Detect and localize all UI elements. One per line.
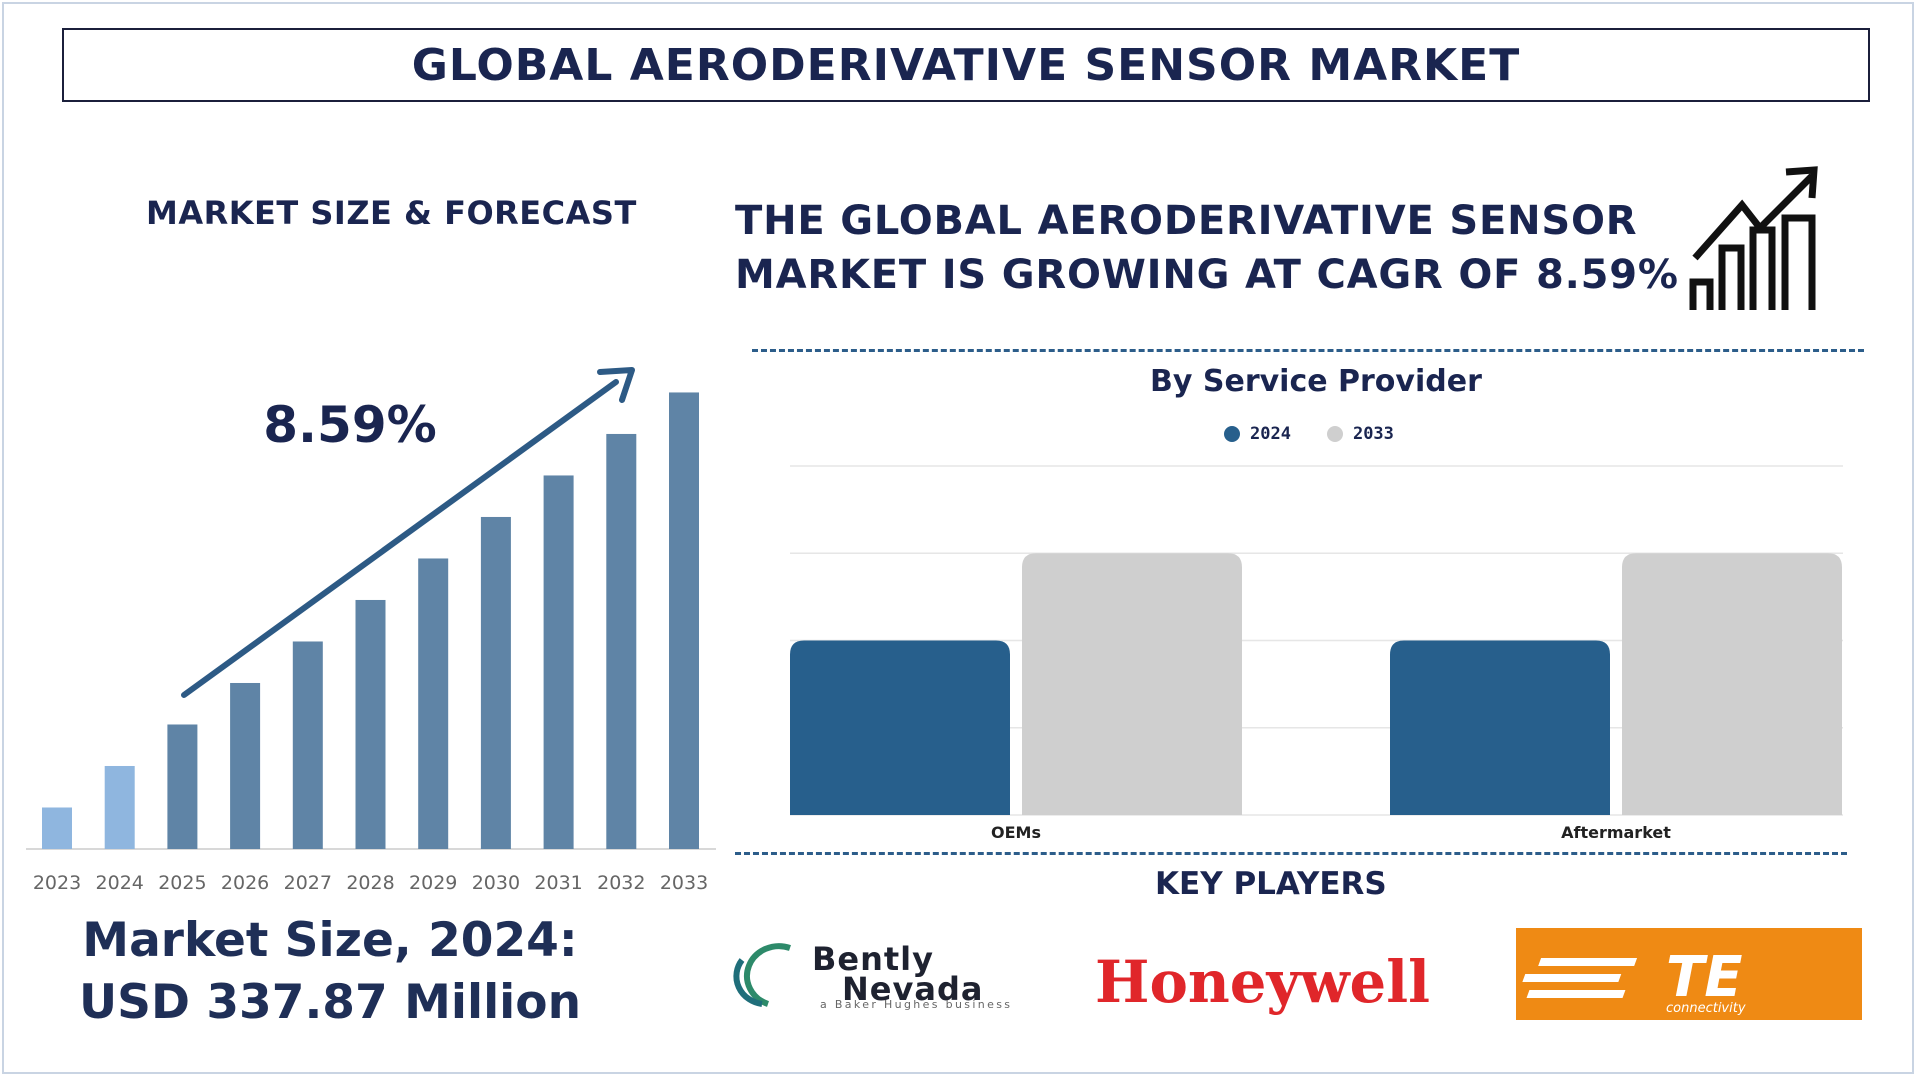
forecast-bar-2030 (480, 516, 511, 849)
legend-item-2024: 2024 (1224, 424, 1291, 444)
market-size-text: Market Size, 2024: USD 337.87 Million (40, 910, 620, 1034)
forecast-tick-2033: 2033 (660, 872, 708, 894)
te-logo-subtext: connectivity (1666, 1001, 1746, 1016)
forecast-tick-2025: 2025 (158, 872, 206, 894)
service-bar-aftermarket-2024 (1390, 640, 1610, 815)
forecast-tick-2027: 2027 (284, 872, 332, 894)
forecast-bar-2026 (230, 682, 261, 849)
divider-bottom (735, 852, 1847, 855)
forecast-tick-2030: 2030 (472, 872, 520, 894)
page-title-text: GLOBAL AERODERIVATIVE SENSOR MARKET (411, 39, 1521, 91)
service-bar-oems-2033 (1022, 553, 1242, 815)
market-size-line1: Market Size, 2024: (82, 913, 578, 968)
forecast-tick-2031: 2031 (534, 872, 582, 894)
forecast-growth-arrowhead (597, 367, 635, 403)
cagr-statement-line2: MARKET IS GROWING AT CAGR OF 8.59% (735, 252, 1679, 298)
forecast-tick-2032: 2032 (597, 872, 645, 894)
forecast-bar-2028 (355, 599, 386, 849)
forecast-bar-2027 (292, 641, 323, 849)
forecast-bar-2024 (104, 765, 135, 849)
forecast-growth-arrow (181, 379, 619, 698)
forecast-bar-2033 (669, 392, 699, 849)
market-size-forecast-title: MARKET SIZE & FORECAST (146, 194, 637, 232)
forecast-bar-2025 (167, 724, 198, 849)
forecast-tick-2029: 2029 (409, 872, 457, 894)
forecast-bar-2029 (418, 558, 449, 849)
service-provider-chart: OEMs Aftermarket (790, 465, 1843, 842)
service-provider-legend: 2024 2033 (1224, 424, 1394, 444)
forecast-bar-2023 (42, 807, 72, 849)
forecast-tick-2026: 2026 (221, 872, 269, 894)
legend-swatch-2033 (1326, 426, 1343, 442)
service-provider-title: By Service Provider (1150, 364, 1482, 399)
legend-swatch-2024 (1224, 426, 1240, 442)
cagr-statement-line1: THE GLOBAL AERODERIVATIVE SENSOR (735, 198, 1638, 244)
cagr-statement: THE GLOBAL AERODERIVATIVE SENSOR MARKET … (735, 194, 1679, 302)
service-category-oems: OEMs (991, 823, 1041, 842)
legend-item-2033: 2033 (1326, 424, 1394, 444)
forecast-bar-2032 (606, 433, 637, 849)
te-logo-text: TE (1666, 945, 1742, 1010)
forecast-tick-2023: 2023 (33, 872, 81, 894)
key-players-title: KEY PLAYERS (1155, 866, 1387, 902)
service-category-aftermarket: Aftermarket (1561, 823, 1671, 842)
service-bar-oems-2024 (790, 640, 1010, 815)
legend-label-2024: 2024 (1250, 424, 1291, 444)
service-bar-aftermarket-2033 (1622, 553, 1842, 815)
divider-top (752, 349, 1864, 352)
forecast-tick-2024: 2024 (96, 872, 144, 894)
te-connectivity-logo: TE connectivity (1516, 928, 1862, 1020)
forecast-tick-2028: 2028 (346, 872, 394, 894)
forecast-bar-2031 (543, 475, 574, 849)
market-forecast-chart: 2023 2024 2025 2026 2027 2028 2029 2030 2031 2032… (26, 367, 716, 894)
page-title: GLOBAL AERODERIVATIVE SENSOR MARKET (62, 28, 1870, 102)
market-size-line2: USD 337.87 Million (78, 975, 582, 1030)
forecast-cagr-annotation: 8.59% (263, 396, 436, 454)
legend-label-2033: 2033 (1352, 424, 1394, 444)
